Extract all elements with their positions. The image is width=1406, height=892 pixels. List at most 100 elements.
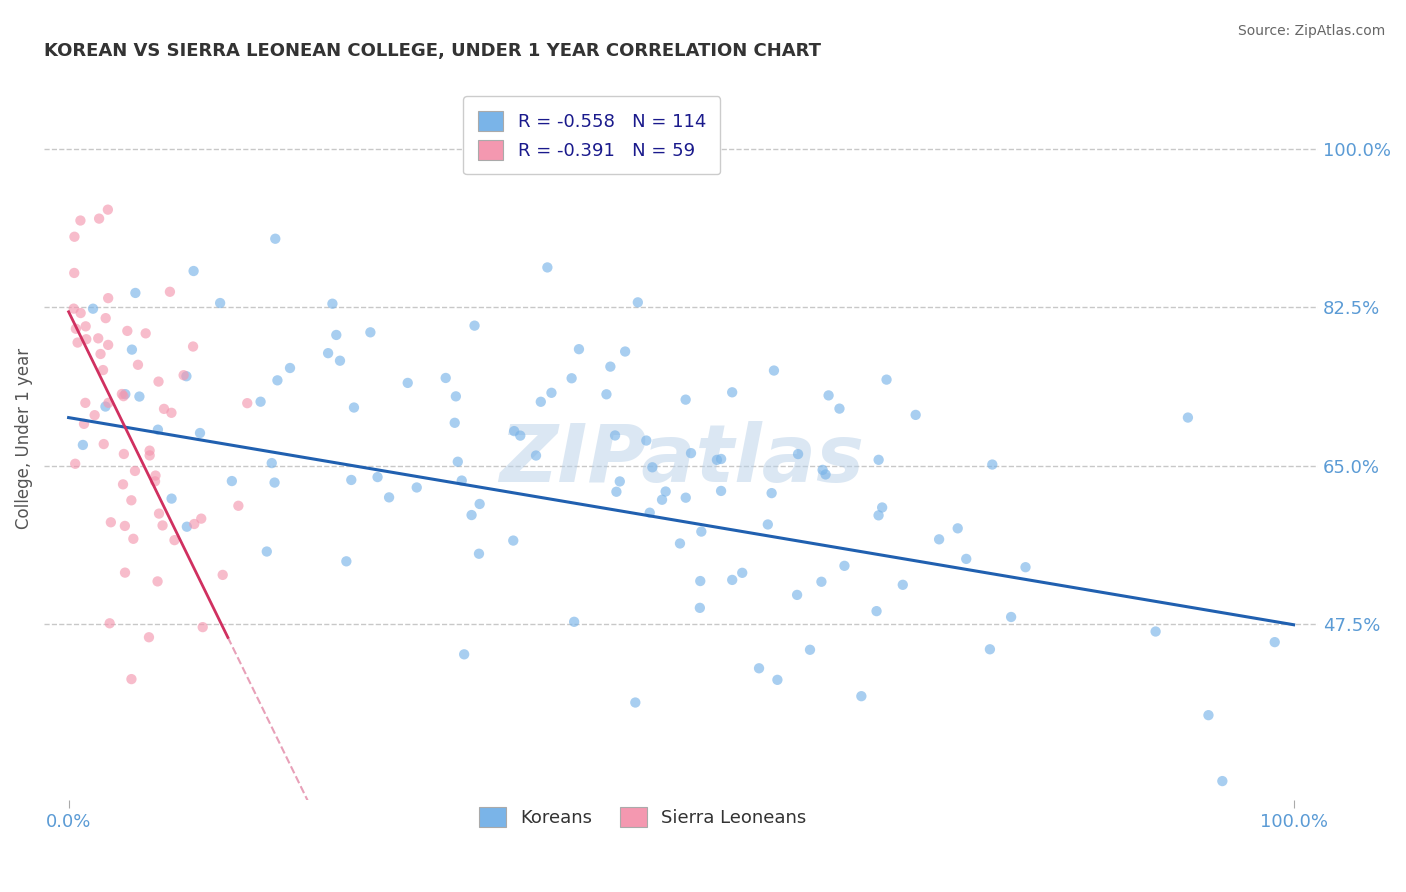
Point — [1198, 708, 1220, 723]
Point — [75, 332, 97, 346]
Point — [111, 387, 134, 401]
Point — [434, 371, 457, 385]
Point — [509, 428, 531, 442]
Point — [731, 566, 754, 580]
Point — [787, 447, 810, 461]
Point — [228, 499, 250, 513]
Point — [83, 408, 105, 422]
Point — [75, 396, 97, 410]
Point — [762, 363, 785, 377]
Point — [468, 497, 491, 511]
Point — [211, 567, 233, 582]
Point — [460, 508, 482, 522]
Point — [609, 475, 631, 489]
Point — [530, 394, 553, 409]
Point — [603, 428, 626, 442]
Point — [891, 578, 914, 592]
Point — [266, 373, 288, 387]
Point — [87, 211, 110, 226]
Point — [636, 434, 658, 448]
Point — [443, 416, 465, 430]
Point — [834, 558, 856, 573]
Point — [127, 358, 149, 372]
Point — [396, 376, 419, 390]
Point — [138, 630, 160, 644]
Point — [689, 574, 711, 588]
Point — [904, 408, 927, 422]
Point — [135, 326, 157, 341]
Point — [112, 389, 135, 403]
Point — [651, 492, 673, 507]
Point — [1144, 624, 1167, 639]
Point — [173, 368, 195, 383]
Point — [453, 648, 475, 662]
Point — [710, 452, 733, 467]
Point — [981, 458, 1004, 472]
Point — [69, 306, 91, 320]
Point — [148, 507, 170, 521]
Point — [121, 343, 143, 357]
Point — [128, 390, 150, 404]
Point — [97, 291, 120, 305]
Point — [263, 475, 285, 490]
Point — [599, 359, 621, 374]
Point — [503, 424, 526, 438]
Point — [799, 642, 821, 657]
Point — [316, 346, 339, 360]
Point — [605, 484, 627, 499]
Text: KOREAN VS SIERRA LEONEAN COLLEGE, UNDER 1 YEAR CORRELATION CHART: KOREAN VS SIERRA LEONEAN COLLEGE, UNDER … — [44, 42, 821, 60]
Point — [209, 296, 232, 310]
Y-axis label: College, Under 1 year: College, Under 1 year — [15, 348, 32, 529]
Point — [138, 443, 160, 458]
Point — [329, 353, 352, 368]
Point — [675, 491, 697, 505]
Point — [221, 474, 243, 488]
Legend: Koreans, Sierra Leoneans: Koreans, Sierra Leoneans — [472, 800, 814, 835]
Point — [1177, 410, 1199, 425]
Point — [72, 438, 94, 452]
Point — [624, 696, 647, 710]
Point — [669, 536, 692, 550]
Point — [62, 301, 84, 316]
Point — [562, 615, 585, 629]
Point — [63, 229, 86, 244]
Point — [756, 517, 779, 532]
Point — [94, 400, 117, 414]
Point — [256, 544, 278, 558]
Point — [810, 574, 832, 589]
Point — [748, 661, 770, 675]
Point — [159, 285, 181, 299]
Point — [641, 460, 664, 475]
Point — [249, 394, 271, 409]
Point — [561, 371, 583, 385]
Point — [114, 387, 136, 401]
Point — [1014, 560, 1036, 574]
Point — [120, 672, 142, 686]
Point — [568, 342, 591, 356]
Point — [679, 446, 702, 460]
Point — [111, 477, 134, 491]
Point — [870, 500, 893, 515]
Point — [176, 369, 198, 384]
Point — [468, 547, 491, 561]
Point — [766, 673, 789, 687]
Point — [146, 574, 169, 589]
Point — [114, 566, 136, 580]
Point — [675, 392, 697, 407]
Point — [94, 311, 117, 326]
Point — [75, 319, 97, 334]
Point — [145, 468, 167, 483]
Point — [160, 406, 183, 420]
Point — [176, 519, 198, 533]
Point — [181, 339, 204, 353]
Text: Source: ZipAtlas.com: Source: ZipAtlas.com — [1237, 24, 1385, 38]
Point — [595, 387, 617, 401]
Point — [87, 331, 110, 345]
Point — [405, 480, 427, 494]
Point — [321, 296, 343, 310]
Point — [540, 385, 562, 400]
Point — [1211, 774, 1233, 789]
Point — [817, 388, 839, 402]
Point — [264, 232, 287, 246]
Point — [868, 508, 890, 523]
